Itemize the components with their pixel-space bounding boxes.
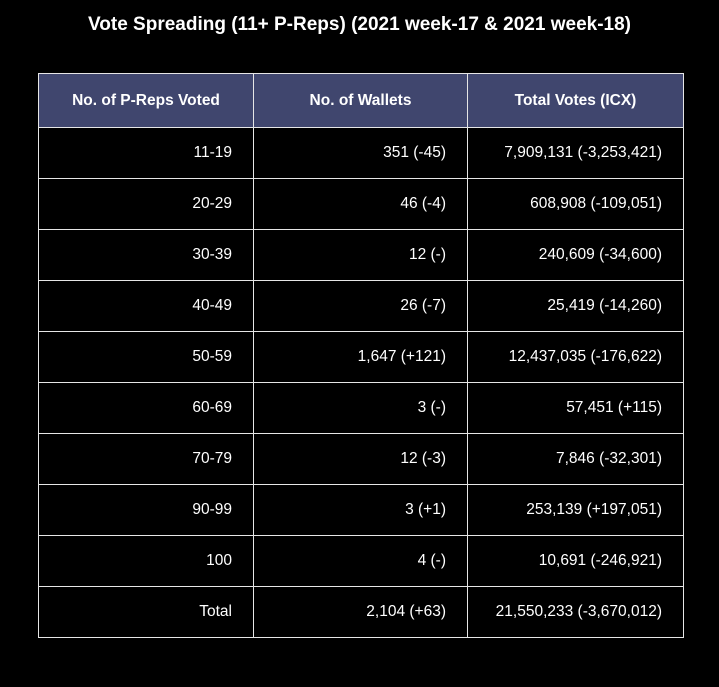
vote-spreading-table: No. of P-Reps Voted No. of Wallets Total…: [38, 73, 684, 638]
cell-preps-voted: 70-79: [38, 433, 254, 485]
table-total-row: Total 2,104 (+63) 21,550,233 (-3,670,012…: [38, 586, 684, 638]
cell-preps-voted: 11-19: [38, 127, 254, 179]
column-header-total-votes: Total Votes (ICX): [467, 73, 684, 128]
chart-title: Vote Spreading (11+ P-Reps) (2021 week-1…: [88, 14, 631, 35]
cell-wallets: 26 (-7): [253, 280, 468, 332]
cell-preps-voted: Total: [38, 586, 254, 638]
cell-total-votes: 253,139 (+197,051): [467, 484, 684, 536]
cell-total-votes: 12,437,035 (-176,622): [467, 331, 684, 383]
cell-preps-voted: 100: [38, 535, 254, 587]
cell-preps-voted: 50-59: [38, 331, 254, 383]
cell-preps-voted: 20-29: [38, 178, 254, 230]
cell-total-votes: 25,419 (-14,260): [467, 280, 684, 332]
cell-total-votes: 7,909,131 (-3,253,421): [467, 127, 684, 179]
cell-preps-voted: 40-49: [38, 280, 254, 332]
table-row: 11-19 351 (-45) 7,909,131 (-3,253,421): [38, 127, 684, 179]
column-header-wallets: No. of Wallets: [253, 73, 468, 128]
table-row: 100 4 (-) 10,691 (-246,921): [38, 535, 684, 587]
table-row: 20-29 46 (-4) 608,908 (-109,051): [38, 178, 684, 230]
cell-wallets: 2,104 (+63): [253, 586, 468, 638]
table-row: 30-39 12 (-) 240,609 (-34,600): [38, 229, 684, 281]
table-row: 60-69 3 (-) 57,451 (+115): [38, 382, 684, 434]
cell-wallets: 4 (-): [253, 535, 468, 587]
cell-total-votes: 7,846 (-32,301): [467, 433, 684, 485]
column-header-preps-voted: No. of P-Reps Voted: [38, 73, 254, 128]
cell-preps-voted: 60-69: [38, 382, 254, 434]
cell-wallets: 1,647 (+121): [253, 331, 468, 383]
table-header-row: No. of P-Reps Voted No. of Wallets Total…: [38, 73, 684, 128]
cell-preps-voted: 90-99: [38, 484, 254, 536]
cell-total-votes: 240,609 (-34,600): [467, 229, 684, 281]
cell-wallets: 351 (-45): [253, 127, 468, 179]
table-row: 70-79 12 (-3) 7,846 (-32,301): [38, 433, 684, 485]
cell-total-votes: 608,908 (-109,051): [467, 178, 684, 230]
table-row: 50-59 1,647 (+121) 12,437,035 (-176,622): [38, 331, 684, 383]
table-row: 90-99 3 (+1) 253,139 (+197,051): [38, 484, 684, 536]
cell-total-votes: 21,550,233 (-3,670,012): [467, 586, 684, 638]
cell-preps-voted: 30-39: [38, 229, 254, 281]
cell-wallets: 3 (+1): [253, 484, 468, 536]
cell-wallets: 12 (-3): [253, 433, 468, 485]
cell-total-votes: 57,451 (+115): [467, 382, 684, 434]
table-row: 40-49 26 (-7) 25,419 (-14,260): [38, 280, 684, 332]
cell-total-votes: 10,691 (-246,921): [467, 535, 684, 587]
cell-wallets: 46 (-4): [253, 178, 468, 230]
cell-wallets: 3 (-): [253, 382, 468, 434]
cell-wallets: 12 (-): [253, 229, 468, 281]
